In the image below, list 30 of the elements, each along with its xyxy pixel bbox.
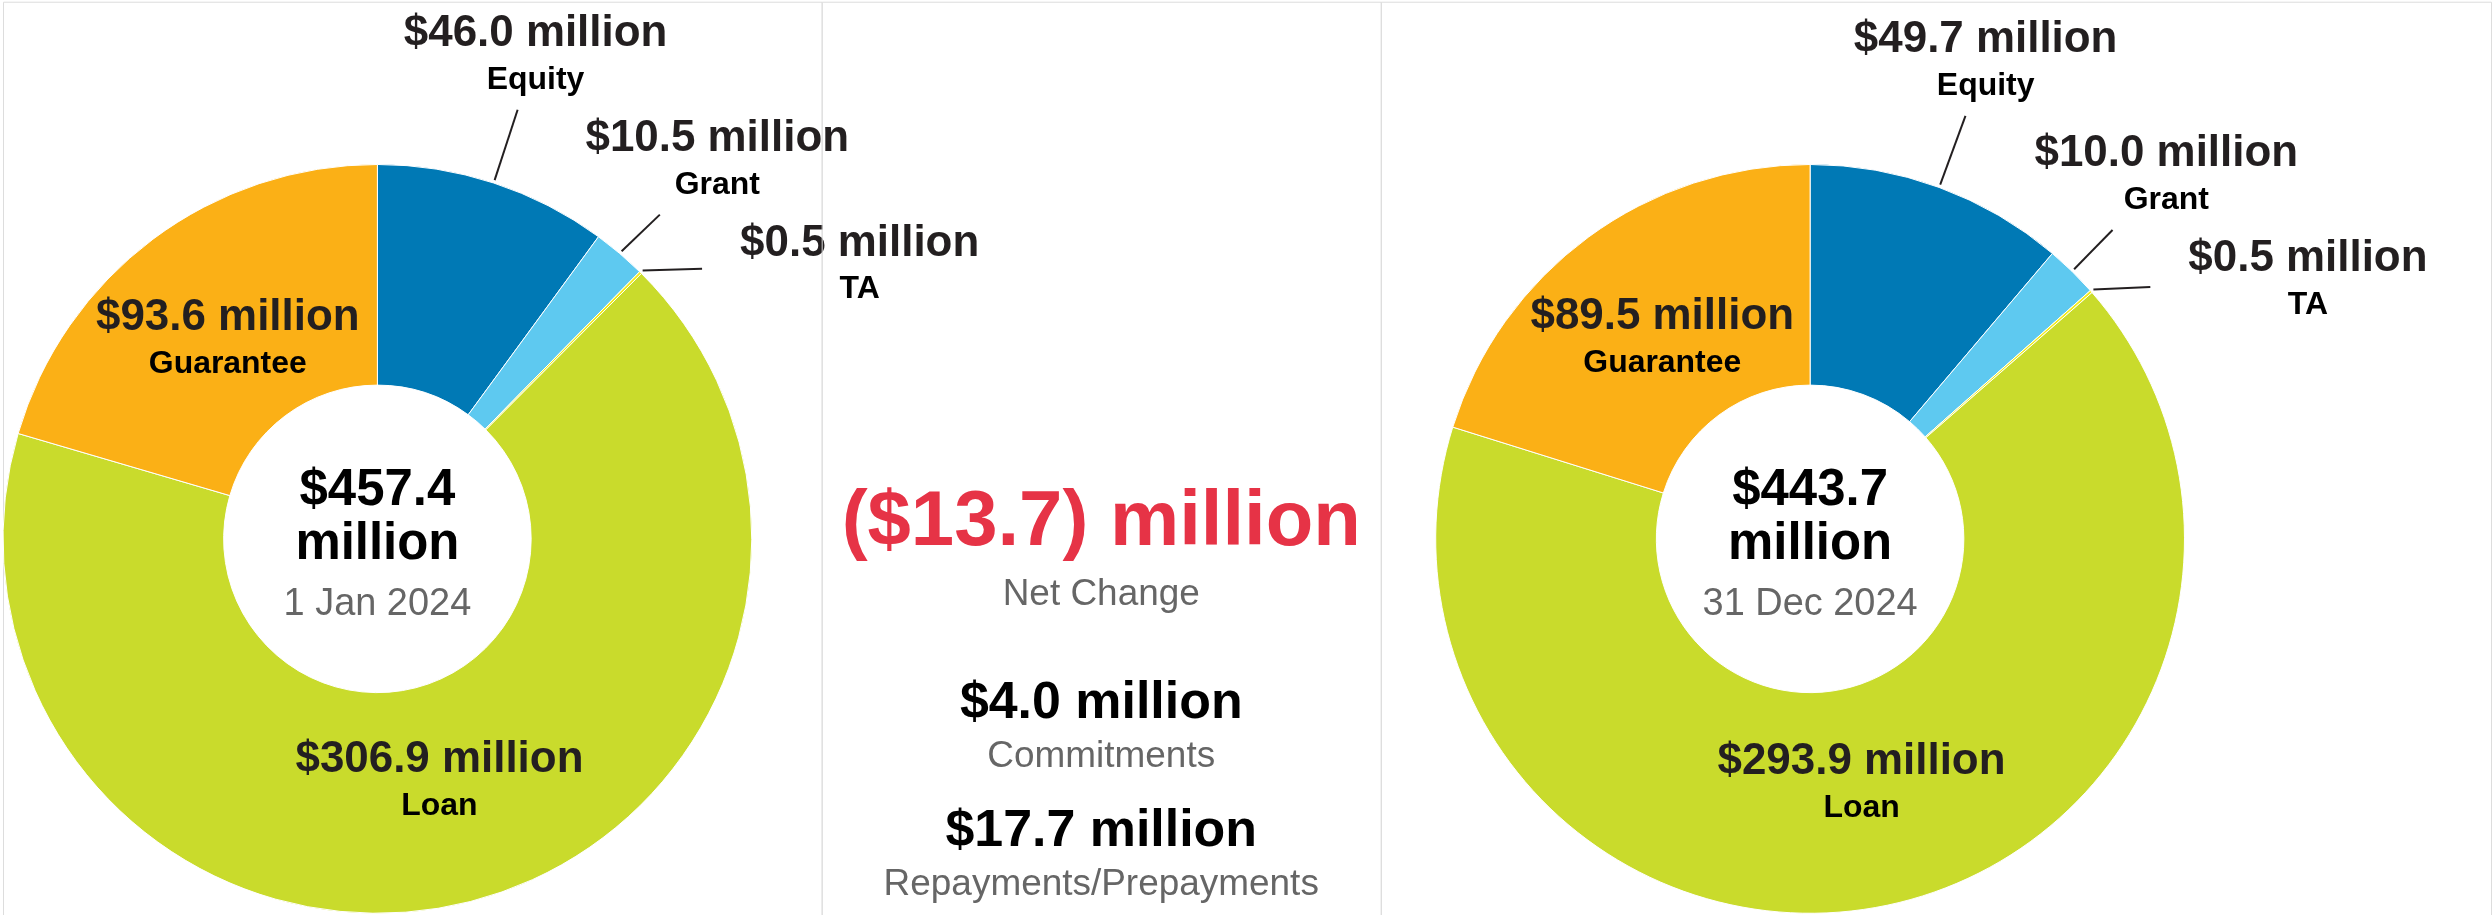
data-label: $10.5 million	[585, 110, 850, 160]
text: $17.7 million	[945, 799, 1258, 858]
data-label: $46.0 million	[403, 5, 668, 55]
slice-label: Grant	[2123, 179, 2210, 216]
slice-label: Guarantee	[148, 344, 307, 381]
text: $4.0 million	[959, 670, 1243, 729]
slice-label: Loan	[401, 785, 478, 822]
data-label: $293.9 million	[1717, 734, 2006, 784]
text: $443.7 million	[1728, 458, 1893, 570]
slice-label: Equity	[486, 59, 585, 96]
data-label: $0.5 million	[740, 215, 980, 265]
data-label: $0.5 million	[2188, 230, 2428, 280]
data-label: $306.9 million	[295, 731, 584, 781]
data-label: $93.6 million	[96, 290, 360, 340]
slice-label: TA	[839, 269, 880, 306]
text: ($13.7) million	[841, 474, 1361, 562]
text: 31 Dec 2024	[1702, 580, 1918, 623]
text: Net Change	[1002, 571, 1200, 613]
slice-label: Loan	[1823, 788, 1900, 825]
slice-label: Equity	[1936, 65, 2035, 102]
text: $457.4 million	[295, 458, 460, 570]
slice-label: Guarantee	[1583, 342, 1742, 379]
data-label: $10.0 million	[2034, 126, 2299, 176]
data-label: $89.5 million	[1530, 288, 1795, 338]
text: Commitments	[987, 733, 1216, 775]
data-label: $49.7 million	[1853, 11, 2118, 61]
slice-label: TA	[2287, 284, 2329, 321]
slice-label: Grant	[674, 164, 761, 201]
text: 1 Jan 2024	[283, 580, 472, 623]
text: Repayments/Prepayments	[883, 862, 1319, 904]
